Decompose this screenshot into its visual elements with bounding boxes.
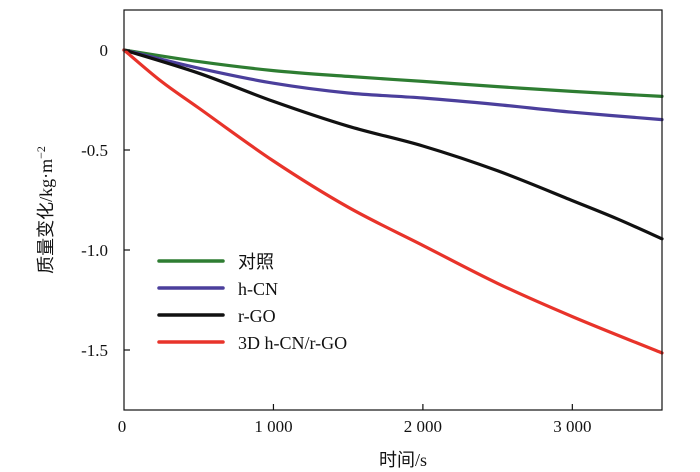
y-tick-label: 0 (100, 41, 109, 60)
x-tick-label: 0 (118, 417, 127, 436)
series-line-1 (122, 48, 664, 122)
y-tick-label: -1.5 (81, 341, 108, 360)
series-line-0 (122, 48, 664, 98)
legend: 对照 h-CN r-GO 3D h-CN/r-GO (157, 252, 347, 353)
x-tick-label: 2 000 (404, 417, 442, 436)
legend-label: h-CN (238, 279, 278, 299)
series-line-2 (122, 48, 664, 241)
y-axis-label: 质量变化/kg·m−2 (34, 146, 56, 274)
y-axis-label-text: 质量变化/kg·m (36, 159, 56, 274)
y-tick-label: -1.0 (81, 241, 108, 260)
legend-label: 对照 (238, 252, 274, 272)
x-axis-label: 时间/s (379, 450, 427, 470)
legend-label: 3D h-CN/r-GO (238, 333, 347, 353)
legend-label: r-GO (238, 306, 276, 326)
y-tick-label: -0.5 (81, 141, 108, 160)
x-tick-label: 1 000 (254, 417, 292, 436)
plot-frame (123, 9, 663, 411)
series-line-3 (122, 48, 664, 355)
series-layer (122, 48, 664, 355)
ticks: 0 1 000 2 000 3 000 0 -0.5 -1.0 -1.5 (81, 41, 591, 436)
y-axis-label-superscript: −2 (34, 146, 48, 159)
x-tick-label: 3 000 (553, 417, 591, 436)
